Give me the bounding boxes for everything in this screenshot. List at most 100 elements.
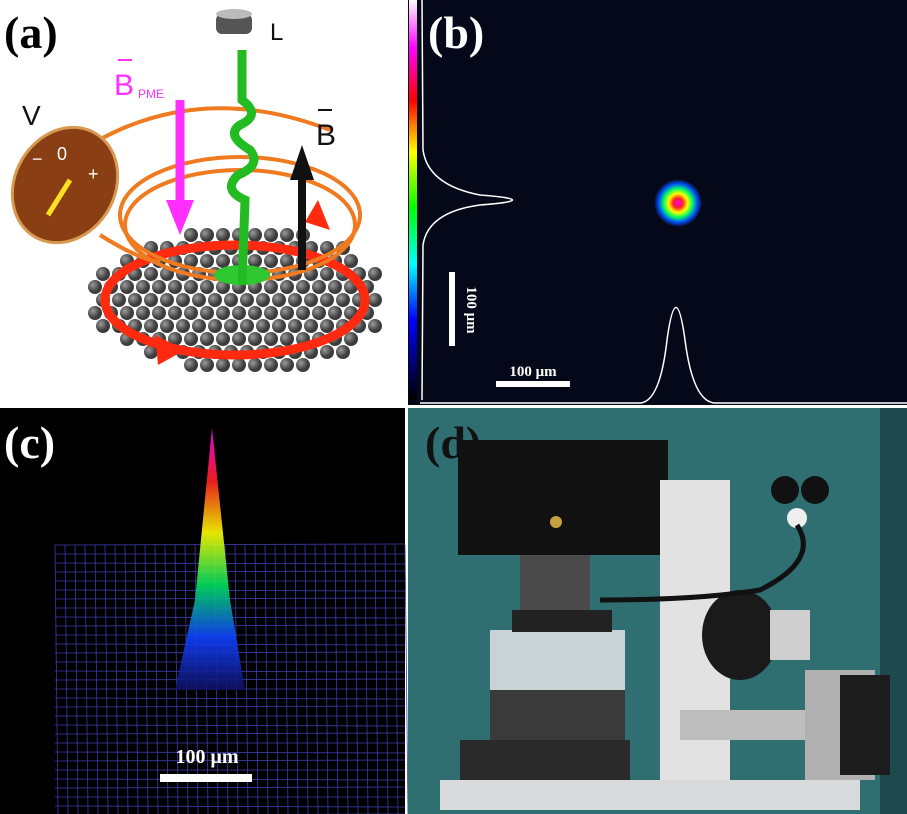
atom — [152, 280, 166, 294]
atom — [200, 254, 214, 268]
mesh-line — [74, 544, 79, 814]
atom — [288, 293, 302, 307]
atom — [336, 345, 350, 359]
mesh-line — [344, 544, 349, 814]
atom — [160, 293, 174, 307]
mesh-line — [294, 544, 299, 814]
atom — [216, 306, 230, 320]
stepper-motor — [840, 675, 890, 775]
mesh-line — [124, 544, 129, 814]
mesh-line — [334, 544, 339, 814]
atom — [264, 306, 278, 320]
atom — [112, 293, 126, 307]
mesh-line — [134, 544, 139, 814]
mesh-line — [54, 759, 406, 762]
atom — [264, 332, 278, 346]
arrowhead — [290, 145, 314, 180]
atom — [296, 280, 310, 294]
atom — [216, 228, 230, 242]
colorbar — [409, 0, 417, 400]
atom — [184, 306, 198, 320]
mesh-line — [54, 805, 406, 808]
atom — [200, 358, 214, 372]
vertical-profile — [421, 0, 514, 401]
mesh-line — [264, 544, 269, 814]
mesh-line — [404, 544, 409, 814]
atom — [288, 319, 302, 333]
atom — [248, 228, 262, 242]
atom — [296, 306, 310, 320]
panel-d: (d) — [408, 408, 907, 814]
connector — [771, 476, 799, 504]
atom — [232, 358, 246, 372]
port — [787, 508, 807, 528]
mesh-line — [384, 544, 389, 814]
atom — [248, 358, 262, 372]
atom — [208, 319, 222, 333]
connector — [801, 476, 829, 504]
atom — [248, 332, 262, 346]
mesh-line — [374, 544, 379, 814]
mesh-line — [304, 544, 309, 814]
atom — [264, 358, 278, 372]
translation-stage — [490, 690, 625, 740]
atom — [184, 228, 198, 242]
needle — [45, 178, 73, 217]
mesh-line — [244, 544, 249, 814]
atom — [200, 280, 214, 294]
atom — [200, 306, 214, 320]
lens-top — [216, 9, 252, 19]
mesh-line — [54, 732, 406, 735]
atom — [320, 319, 334, 333]
atom — [320, 293, 334, 307]
atom — [184, 280, 198, 294]
mesh-line — [64, 544, 69, 814]
atom — [120, 306, 134, 320]
mesh-line — [54, 597, 406, 600]
atom — [344, 254, 358, 268]
mesh-line — [154, 544, 159, 814]
atom — [168, 332, 182, 346]
atom — [144, 345, 158, 359]
mesh-line — [314, 544, 319, 814]
panel-label: (c) — [4, 417, 55, 468]
mesh-line — [54, 786, 406, 789]
mesh-line — [54, 751, 406, 754]
atom — [320, 345, 334, 359]
scale-label: 100 μm — [509, 364, 557, 380]
atom — [256, 319, 270, 333]
atom — [176, 293, 190, 307]
atom — [344, 332, 358, 346]
atom — [192, 293, 206, 307]
lens-label: L — [270, 19, 283, 46]
mesh-line — [324, 544, 329, 814]
panel-label: (a) — [4, 7, 58, 58]
arrowhead — [155, 335, 185, 365]
atom — [216, 280, 230, 294]
laser-spot — [654, 179, 702, 227]
coil-ring — [100, 240, 370, 360]
arrowhead — [166, 200, 194, 235]
atom — [280, 332, 294, 346]
atom — [280, 280, 294, 294]
pme-subscript: PME — [138, 87, 164, 101]
panel-label: (b) — [428, 7, 484, 58]
arrowhead — [305, 200, 330, 230]
atom — [88, 280, 102, 294]
atom — [216, 358, 230, 372]
scale-label: 100 μm — [463, 286, 479, 334]
atom — [208, 293, 222, 307]
atom — [160, 319, 174, 333]
atom — [312, 280, 326, 294]
atom — [200, 332, 214, 346]
intensity-peak — [175, 428, 245, 690]
mesh-line — [54, 589, 406, 592]
wire — [88, 106, 331, 264]
mesh-line — [114, 544, 119, 814]
atom — [240, 293, 254, 307]
atom — [224, 293, 238, 307]
mesh-line — [94, 544, 99, 814]
atom — [304, 319, 318, 333]
minus: − — [32, 149, 43, 169]
